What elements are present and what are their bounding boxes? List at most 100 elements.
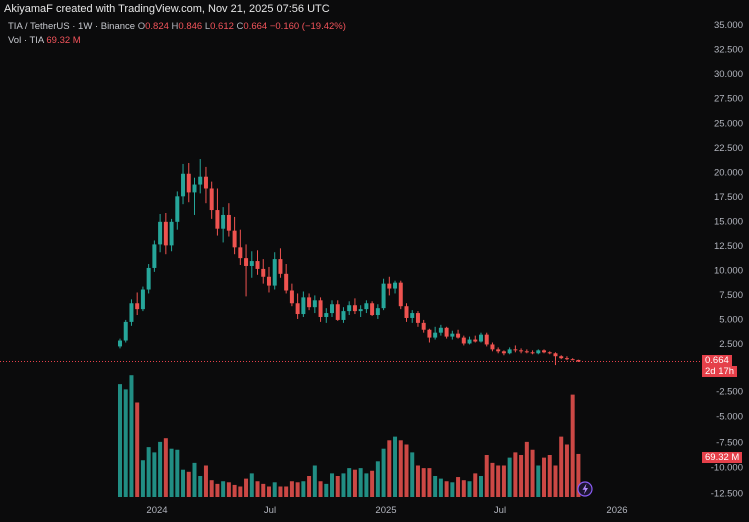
volume-bar (507, 457, 512, 497)
volume-bar (158, 441, 163, 497)
candle (467, 336, 472, 345)
volume-tick-label: -7.500 (716, 438, 743, 449)
volume-bar (450, 482, 455, 497)
candle (318, 297, 323, 322)
volume-bar (140, 460, 145, 497)
volume-bar (307, 476, 312, 497)
candle (272, 252, 277, 290)
volume-bar (393, 436, 398, 497)
volume-bar (324, 483, 329, 497)
candle (564, 356, 569, 361)
candle (181, 163, 186, 205)
volume-bar (513, 452, 518, 497)
candle (536, 349, 541, 355)
close-label: C (236, 21, 244, 32)
time-axis: 2024 Jul 2025 Jul 2026 (146, 505, 627, 516)
candle (490, 342, 495, 352)
volume-bar (301, 481, 306, 497)
volume-bar (289, 481, 294, 497)
candle (198, 159, 203, 194)
volume-bar (232, 484, 237, 497)
volume-bar (330, 473, 335, 497)
volume-bar (192, 462, 197, 497)
price-tick-label: 22.500 (714, 143, 743, 154)
volume-bar (226, 482, 231, 497)
volume-bar (530, 449, 535, 497)
candle (513, 345, 518, 353)
ohlc-legend: TIA / TetherUS · 1W · Binance O0.824 H0.… (8, 21, 346, 32)
volume-bar (410, 452, 415, 497)
candle (169, 218, 174, 252)
price-tick-label: 15.000 (714, 216, 743, 227)
price-tick-label: 10.000 (714, 265, 743, 276)
volume-bar (490, 462, 495, 497)
volume-bar (524, 441, 529, 497)
volume-bar (433, 476, 438, 497)
volume-bar (209, 480, 214, 497)
candle (295, 293, 300, 319)
price-tick-label: 30.000 (714, 69, 743, 80)
volume-bar (272, 482, 277, 497)
candle (404, 303, 409, 322)
candle (542, 349, 547, 354)
volume-bar (284, 486, 289, 497)
high-value: 0.846 (178, 21, 203, 32)
volume-bar (456, 477, 461, 497)
volume-bar (564, 444, 569, 497)
volume-bar (375, 461, 380, 497)
volume-bar (341, 473, 346, 497)
time-tick-label: 2025 (375, 505, 396, 516)
volume-bar (347, 468, 352, 497)
volume-bar (169, 448, 174, 497)
candle (352, 298, 357, 315)
price-tick-label: 5.000 (719, 314, 743, 325)
candle (375, 304, 380, 319)
volume-bar (146, 447, 151, 497)
candle (410, 310, 415, 323)
candle (484, 332, 489, 347)
candle (576, 359, 581, 363)
volume-bar (501, 465, 506, 497)
price-tick-label: 20.000 (714, 167, 743, 178)
time-tick-label: Jul (264, 505, 276, 516)
volume-bar (421, 468, 426, 497)
price-tick-label: 25.000 (714, 118, 743, 129)
volume-bar (478, 476, 483, 497)
time-tick-label: 2026 (606, 505, 627, 516)
candle (330, 300, 335, 317)
volume-bar (404, 444, 409, 497)
volume-tick-label: -2.500 (716, 387, 743, 398)
candle (421, 319, 426, 333)
candle (370, 301, 375, 317)
volume-tick-label: -5.000 (716, 412, 743, 423)
candle (123, 319, 128, 343)
volume-bar (387, 440, 392, 497)
candle (118, 338, 122, 349)
candle (249, 251, 254, 278)
candle (158, 213, 163, 253)
price-tick-label: 12.500 (714, 241, 743, 252)
candle (547, 351, 552, 355)
candle (501, 350, 506, 356)
candle (519, 348, 524, 354)
price-tick-label: 27.500 (714, 94, 743, 105)
volume-bar (370, 470, 375, 497)
volume-tick-label: -12.500 (711, 489, 743, 500)
candle (507, 347, 512, 355)
volume-bar (352, 469, 357, 497)
candle (478, 332, 483, 343)
volume-bar (203, 465, 208, 497)
candle (129, 299, 134, 326)
volume-bar (398, 440, 403, 497)
open-value: 0.824 (145, 21, 169, 32)
candle (444, 326, 449, 339)
candle (244, 244, 249, 297)
volume-badge: 69.32 M (702, 452, 743, 463)
volume-legend: Vol · TIA 69.32 M (8, 35, 81, 46)
lightning-icon[interactable] (577, 481, 593, 497)
candle (473, 335, 478, 343)
candle (450, 330, 455, 340)
candle (387, 276, 392, 296)
volume-bar (381, 448, 386, 497)
